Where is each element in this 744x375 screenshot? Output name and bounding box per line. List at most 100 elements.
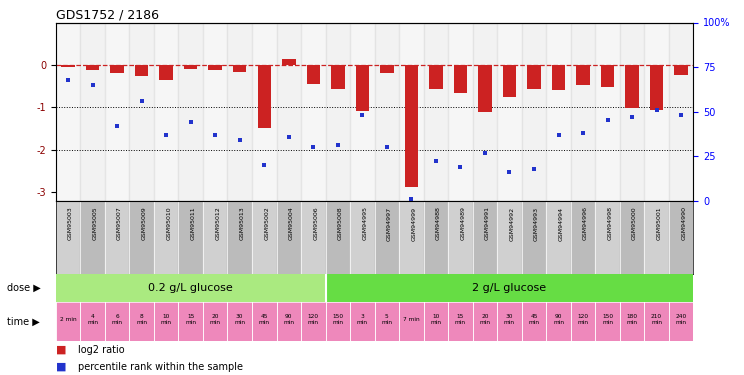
Bar (129, 22, 154, 201)
Text: GDS1752 / 2186: GDS1752 / 2186 (56, 8, 158, 21)
Bar (577, 65, 590, 85)
Bar (184, 65, 197, 69)
Bar (80, 302, 105, 341)
Bar (472, 22, 497, 201)
Bar (522, 201, 546, 274)
Text: GSM94990: GSM94990 (682, 207, 686, 240)
Bar (228, 22, 252, 201)
Bar (326, 302, 350, 341)
Bar (571, 302, 595, 341)
Bar (179, 302, 203, 341)
Text: GSM95004: GSM95004 (289, 207, 294, 240)
Bar (301, 22, 326, 201)
Bar (595, 302, 620, 341)
Bar (208, 65, 222, 70)
Text: 150
min: 150 min (333, 314, 344, 325)
Bar (620, 302, 644, 341)
Bar (129, 302, 154, 341)
Bar (399, 22, 423, 201)
Text: GSM95013: GSM95013 (240, 207, 245, 240)
Text: 5
min: 5 min (382, 314, 392, 325)
Bar (522, 22, 546, 201)
Text: GSM95000: GSM95000 (632, 207, 637, 240)
Bar (56, 22, 80, 201)
Bar (301, 302, 326, 341)
Bar (307, 65, 320, 84)
Text: 15
min: 15 min (185, 314, 196, 325)
Text: 120
min: 120 min (308, 314, 319, 325)
Bar (277, 22, 301, 201)
Bar (669, 22, 693, 201)
Bar (301, 201, 326, 274)
Bar (527, 65, 541, 88)
Text: 0.2 g/L glucose: 0.2 g/L glucose (148, 283, 233, 293)
Bar (326, 201, 350, 274)
Text: 4
min: 4 min (87, 314, 98, 325)
Text: GSM94994: GSM94994 (559, 207, 563, 241)
Text: GSM95008: GSM95008 (338, 207, 343, 240)
Text: time ▶: time ▶ (7, 316, 40, 327)
Bar (56, 302, 80, 341)
Bar (595, 22, 620, 201)
Bar (546, 302, 571, 341)
Bar (110, 65, 124, 72)
Bar (154, 302, 179, 341)
Text: GSM94997: GSM94997 (387, 207, 392, 241)
Bar (326, 274, 693, 302)
Bar (86, 65, 100, 70)
Text: 30
min: 30 min (234, 314, 246, 325)
Bar (203, 302, 228, 341)
Text: GSM95010: GSM95010 (166, 207, 171, 240)
Text: GSM94995: GSM94995 (362, 207, 368, 240)
Text: 8
min: 8 min (136, 314, 147, 325)
Text: ■: ■ (56, 362, 66, 372)
Bar (448, 302, 472, 341)
Text: 210
min: 210 min (651, 314, 662, 325)
Bar (626, 65, 639, 108)
Text: GSM95005: GSM95005 (92, 207, 97, 240)
Bar (669, 302, 693, 341)
Bar (375, 201, 399, 274)
Bar (644, 201, 669, 274)
Text: 15
min: 15 min (455, 314, 466, 325)
Bar (350, 201, 375, 274)
Text: GSM95007: GSM95007 (117, 207, 122, 240)
Text: GSM95003: GSM95003 (68, 207, 73, 240)
Bar (228, 201, 252, 274)
Text: 7 min: 7 min (403, 317, 420, 322)
Bar (375, 22, 399, 201)
Text: GSM95009: GSM95009 (141, 207, 147, 240)
Text: 10
min: 10 min (431, 314, 441, 325)
Bar (497, 302, 522, 341)
Bar (105, 201, 129, 274)
Bar (203, 201, 228, 274)
Bar (61, 65, 75, 67)
Bar (203, 22, 228, 201)
Bar (399, 302, 423, 341)
Bar (399, 201, 423, 274)
Bar (179, 201, 203, 274)
Text: GSM94988: GSM94988 (436, 207, 441, 240)
Text: 180
min: 180 min (626, 314, 638, 325)
Text: 120
min: 120 min (577, 314, 589, 325)
Bar (552, 65, 565, 90)
Bar (620, 201, 644, 274)
Bar (497, 22, 522, 201)
Bar (159, 65, 173, 80)
Text: 240
min: 240 min (676, 314, 687, 325)
Text: GSM94991: GSM94991 (485, 207, 490, 240)
Bar (454, 65, 467, 93)
Bar (423, 201, 448, 274)
Bar (620, 22, 644, 201)
Text: GSM95006: GSM95006 (313, 207, 318, 240)
Text: 150
min: 150 min (602, 314, 613, 325)
Text: GSM94996: GSM94996 (583, 207, 588, 240)
Text: 10
min: 10 min (161, 314, 172, 325)
Bar (503, 65, 516, 97)
Bar (546, 201, 571, 274)
Bar (154, 201, 179, 274)
Bar (257, 65, 271, 128)
Bar (472, 302, 497, 341)
Bar (423, 302, 448, 341)
Bar (472, 201, 497, 274)
